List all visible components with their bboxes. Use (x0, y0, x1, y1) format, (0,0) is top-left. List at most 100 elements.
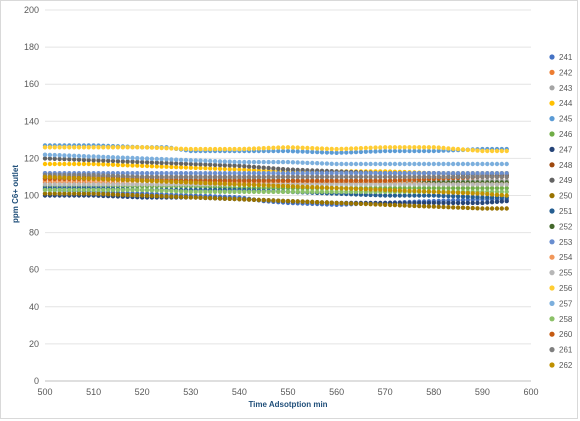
data-point (421, 185, 427, 191)
data-point (324, 161, 330, 166)
legend-label: 249 (559, 176, 573, 185)
data-point (120, 162, 126, 168)
data-point (130, 192, 135, 198)
data-point (125, 145, 130, 150)
data-point (208, 181, 213, 186)
data-point (91, 161, 96, 167)
data-point (417, 182, 422, 187)
data-point (164, 188, 169, 194)
data-point (402, 145, 407, 150)
data-point (417, 174, 422, 180)
data-point (383, 202, 388, 207)
data-point (485, 200, 490, 205)
data-point (417, 171, 422, 176)
data-point (310, 189, 315, 194)
data-point (276, 189, 281, 194)
data-point (494, 206, 500, 211)
data-point (431, 200, 436, 206)
data-point (251, 174, 257, 180)
data-point (290, 199, 296, 204)
data-point (76, 182, 82, 187)
data-point (203, 146, 208, 152)
data-point (242, 189, 247, 194)
data-point (475, 161, 480, 167)
data-point (504, 148, 509, 154)
data-point (276, 178, 281, 183)
data-point (86, 182, 91, 187)
data-point (485, 191, 490, 197)
data-point (499, 182, 504, 187)
data-point (285, 178, 291, 183)
y-tick-labels: 0 20 40 60 80 100 120 140 160 180 200 (24, 5, 39, 386)
data-point (280, 145, 286, 150)
y-tick-label: 60 (29, 265, 39, 275)
data-point (232, 182, 237, 187)
data-point (285, 174, 291, 180)
legend-marker (549, 254, 555, 260)
data-point (349, 174, 354, 180)
data-point (67, 157, 72, 162)
data-point (227, 146, 232, 152)
data-point (295, 167, 300, 173)
data-point (261, 174, 266, 180)
data-point (319, 174, 325, 180)
data-point (130, 187, 135, 193)
data-point (227, 159, 232, 164)
data-point (237, 171, 242, 176)
legend-marker (549, 54, 555, 60)
data-point (431, 182, 436, 187)
data-point (232, 171, 237, 176)
data-point (315, 189, 320, 194)
data-point (140, 145, 145, 150)
data-point (227, 178, 232, 183)
data-point (96, 191, 101, 196)
data-point (334, 182, 339, 187)
series-262 (42, 174, 509, 198)
data-point (222, 171, 227, 176)
data-point (81, 145, 87, 150)
data-point (130, 171, 135, 176)
data-point (363, 171, 368, 176)
data-point (485, 185, 490, 191)
y-axis-title: ppm C6+ outlet (11, 165, 20, 223)
data-point (504, 161, 509, 167)
data-point (149, 178, 155, 184)
data-point (363, 182, 368, 187)
data-point (499, 185, 504, 191)
data-point (246, 159, 252, 165)
legend-label: 255 (559, 269, 573, 278)
data-point (455, 182, 461, 187)
data-point (485, 195, 490, 200)
data-point (42, 161, 48, 167)
data-point (261, 189, 266, 194)
data-point (62, 161, 67, 167)
data-point (324, 171, 330, 176)
data-point (285, 189, 291, 194)
data-point (344, 182, 349, 187)
data-point (383, 178, 388, 183)
data-point (266, 198, 271, 203)
data-point (183, 189, 189, 194)
data-point (212, 159, 218, 164)
data-point (290, 174, 296, 180)
data-point (344, 161, 349, 167)
data-point (208, 146, 213, 152)
data-point (96, 187, 101, 193)
data-point (169, 171, 174, 176)
data-point (387, 202, 393, 208)
data-point (212, 181, 218, 186)
data-point (305, 149, 310, 154)
data-point (135, 156, 140, 161)
data-point (324, 150, 330, 155)
data-point (368, 182, 373, 187)
data-point (183, 195, 189, 200)
data-point (198, 165, 203, 171)
data-point (417, 185, 422, 191)
data-point (436, 174, 441, 180)
data-point (431, 174, 436, 180)
data-point (280, 167, 286, 172)
data-point (271, 171, 276, 176)
data-point (285, 159, 291, 165)
data-point (465, 147, 470, 153)
data-point (329, 161, 334, 166)
